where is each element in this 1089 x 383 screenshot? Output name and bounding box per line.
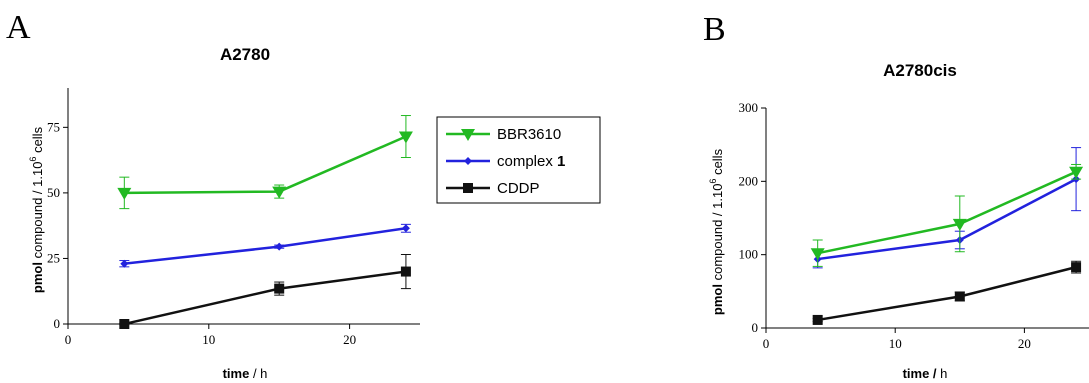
legend-label-CDDP: CDDP xyxy=(497,180,540,197)
panel-letter-a: A xyxy=(6,9,31,46)
y-tick-label-a: 0 xyxy=(54,316,61,331)
chart-title-a: A2780 xyxy=(220,45,270,64)
legend-marker-BBR3610 xyxy=(461,129,475,141)
data-point-BBR3610-a xyxy=(272,186,287,199)
y-tick-label-b: 300 xyxy=(739,100,759,115)
y-axis-label-b-end: cells xyxy=(710,148,725,178)
y-axis-label-b-sup: 6 xyxy=(708,179,718,184)
series-line-complex1-a xyxy=(124,227,407,265)
series-complex1-b xyxy=(812,147,1082,269)
data-point-BBR3610-a xyxy=(398,131,413,144)
data-point-complex1-a xyxy=(275,242,284,251)
legend: BBR3610 complex 1 CDDP xyxy=(436,116,601,204)
legend-label-text: complex xyxy=(497,153,557,170)
y-tick-label-b: 0 xyxy=(752,320,759,335)
series-BBR3610-b xyxy=(810,163,1084,267)
data-point-BBR3610-a xyxy=(117,187,132,200)
x-axis-label-b-bold: time / xyxy=(903,366,937,381)
series-line-CDDP-b xyxy=(817,265,1077,322)
x-tick-label-a: 0 xyxy=(65,332,72,347)
chart-title-b: A2780cis xyxy=(883,61,957,80)
x-tick-label-a: 20 xyxy=(343,332,356,347)
y-axis-label-a: pmol compound / 1.106 cells xyxy=(28,126,45,293)
y-tick-label-b: 200 xyxy=(739,173,759,188)
data-point-BBR3610-b xyxy=(952,218,967,231)
x-axis-label-a: time / h xyxy=(223,366,268,381)
y-axis-label-b: pmol compound / 1.106 cells xyxy=(708,148,725,315)
legend-marker-CDDP xyxy=(463,183,473,193)
series-complex1-a xyxy=(119,223,411,268)
series-BBR3610-a xyxy=(117,115,413,210)
legend-label-text: CDDP xyxy=(497,180,540,197)
y-axis-label-b-bold: pmol xyxy=(710,284,725,315)
series-CDDP-a xyxy=(119,254,411,329)
y-axis-label-a-sup: 6 xyxy=(28,157,38,162)
series-line-BBR3610-a xyxy=(124,135,407,195)
y-tick-label-a: 50 xyxy=(47,185,60,200)
x-tick-label-b: 20 xyxy=(1018,336,1031,351)
data-point-CDDP-b xyxy=(812,314,823,325)
x-axis-label-a-rest: / h xyxy=(249,366,267,381)
series-CDDP-b xyxy=(812,260,1082,325)
y-axis-label-a-end: cells xyxy=(30,126,45,156)
series-line-complex1-b xyxy=(817,178,1077,261)
panel-letter-b: B xyxy=(703,11,726,48)
y-axis-label-a-rest: compound / 1.10 xyxy=(30,162,45,262)
x-axis-label-b: time / h xyxy=(903,366,948,381)
data-point-complex1-a xyxy=(401,224,410,233)
y-tick-label-a: 25 xyxy=(47,250,60,265)
legend-entry-BBR3610: BBR3610 xyxy=(446,126,561,143)
x-tick-label-b: 10 xyxy=(889,336,902,351)
x-axis-label-b-rest: h xyxy=(937,366,948,381)
data-point-CDDP-a xyxy=(119,319,130,329)
data-point-BBR3610-b xyxy=(1069,166,1084,179)
data-point-complex1-a xyxy=(120,259,129,268)
y-tick-label-b: 100 xyxy=(739,247,759,262)
plot-a: 0 25 50 75 0 10 20 xyxy=(47,88,420,347)
legend-label-suffix: 1 xyxy=(557,153,565,170)
x-tick-label-b: 0 xyxy=(763,336,770,351)
data-point-CDDP-a xyxy=(400,266,411,277)
legend-label-text: BBR3610 xyxy=(497,126,561,143)
data-point-CDDP-b xyxy=(954,291,965,302)
legend-entry-complex1: complex 1 xyxy=(446,153,565,170)
legend-marker-complex1 xyxy=(464,157,472,165)
x-axis-label-a-bold: time xyxy=(223,366,250,381)
legend-label-complex1: complex 1 xyxy=(497,153,565,170)
data-point-BBR3610-b xyxy=(810,248,825,261)
legend-entry-CDDP: CDDP xyxy=(446,180,540,197)
data-point-CDDP-b xyxy=(1071,262,1082,273)
plot-b: 0 100 200 300 0 10 20 xyxy=(739,100,1089,351)
legend-label-BBR3610: BBR3610 xyxy=(497,126,561,143)
y-axis-label-b-rest: compound / 1.10 xyxy=(710,184,725,284)
series-line-CDDP-a xyxy=(124,270,407,326)
y-axis-label-a-bold: pmol xyxy=(30,262,45,293)
x-tick-label-a: 10 xyxy=(202,332,215,347)
y-tick-label-a: 75 xyxy=(47,119,60,134)
data-point-CDDP-a xyxy=(274,283,285,294)
